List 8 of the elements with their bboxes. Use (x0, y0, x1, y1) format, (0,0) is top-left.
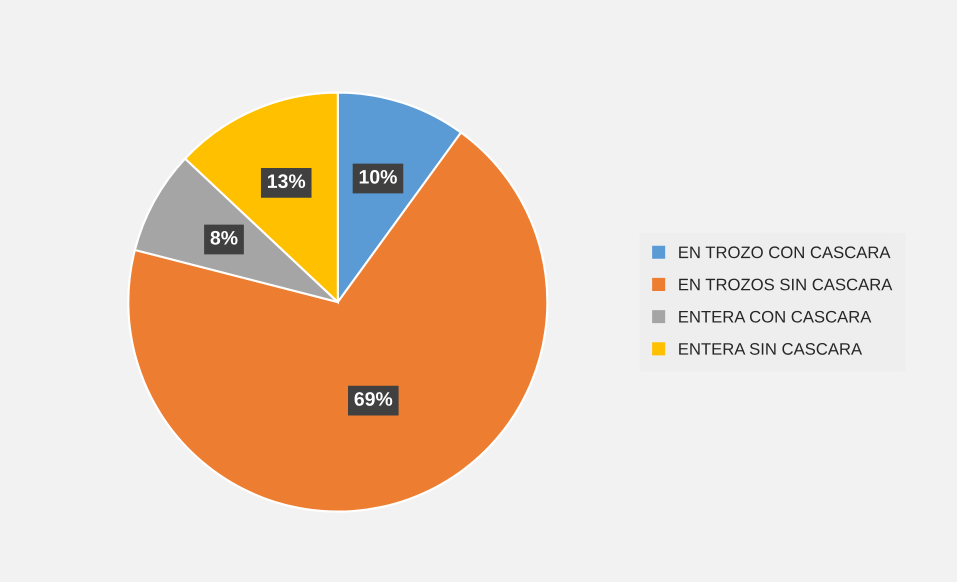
legend-label: EN TROZOS SIN CASCARA (679, 278, 892, 290)
data-label: 69% (354, 392, 392, 406)
data-label: 10% (360, 170, 397, 184)
legend-label: ENTERA CON CASCARA (679, 310, 872, 323)
legend-label: EN TROZO CON CASCARA (679, 246, 890, 258)
legend-label: ENTERA SIN CASCARA (679, 343, 862, 355)
data-label: 8% (210, 230, 238, 245)
data-label: 13% (268, 174, 306, 188)
